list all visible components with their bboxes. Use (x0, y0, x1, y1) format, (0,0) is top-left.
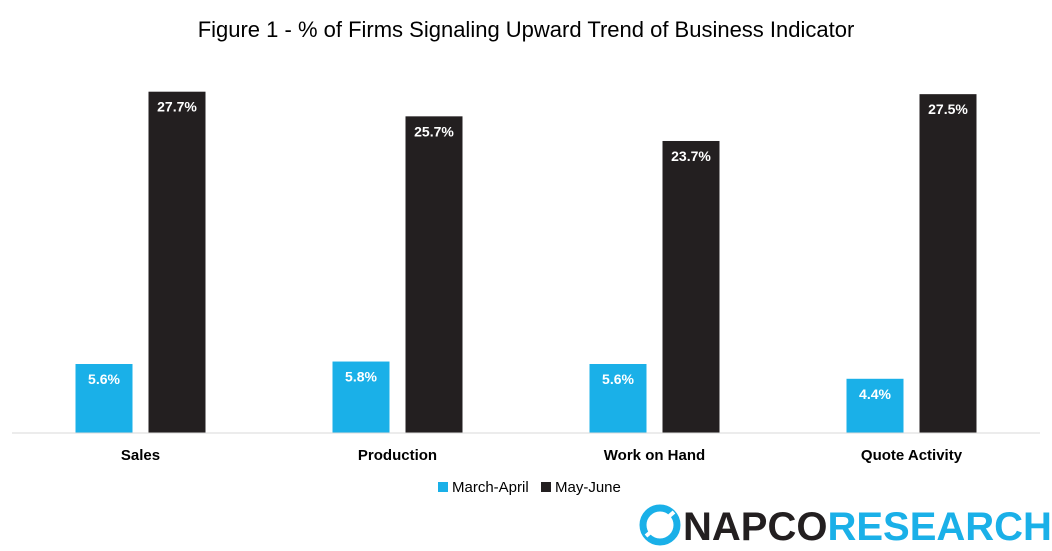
legend-swatch-march-april (438, 482, 448, 492)
bar-march-april-quote-activity (846, 378, 904, 433)
legend-swatch-may-june (541, 482, 551, 492)
data-label-march-april-work-on-hand: 5.6% (602, 371, 634, 387)
bar-may-june-production (405, 116, 463, 433)
legend-label-march-april: March-April (452, 479, 529, 496)
bar-march-april-sales (75, 364, 133, 433)
bar-may-june-sales (148, 91, 206, 434)
bars-group: 5.6% 27.7% 5.8% 25.7% 5.6% 23.7% 4.4% 27.5% (75, 91, 977, 434)
data-label-may-june-sales: 27.7% (157, 99, 197, 115)
category-label-work-on-hand: Work on Hand (604, 447, 705, 464)
chart-title: Figure 1 - % of Firms Signaling Upward T… (198, 17, 855, 42)
category-label-sales: Sales (121, 447, 160, 464)
bar-may-june-quote-activity (919, 94, 977, 434)
data-label-march-april-sales: 5.6% (88, 371, 120, 387)
bar-march-april-production (332, 361, 390, 433)
data-label-may-june-work-on-hand: 23.7% (671, 148, 711, 164)
bar-march-april-work-on-hand (589, 364, 647, 433)
logo-text-napco: NAPCO (683, 505, 827, 549)
data-label-march-april-quote-activity: 4.4% (859, 386, 891, 402)
legend: March-April May-June (438, 479, 621, 496)
logo-text-research: RESEARCH (827, 505, 1051, 549)
data-label-may-june-production: 25.7% (414, 123, 454, 139)
napco-research-logo: NAPCORESEARCH (639, 504, 1052, 549)
logo-ring-icon (639, 504, 681, 546)
category-label-production: Production (358, 447, 437, 464)
data-label-march-april-production: 5.8% (345, 369, 377, 385)
legend-label-may-june: May-June (555, 479, 621, 496)
bar-may-june-work-on-hand (662, 140, 720, 433)
data-label-may-june-quote-activity: 27.5% (928, 101, 968, 117)
category-label-quote-activity: Quote Activity (861, 447, 963, 464)
category-labels: Sales Production Work on Hand Quote Activit… (121, 447, 963, 464)
svg-text:NAPCORESEARCH: NAPCORESEARCH (683, 505, 1052, 549)
